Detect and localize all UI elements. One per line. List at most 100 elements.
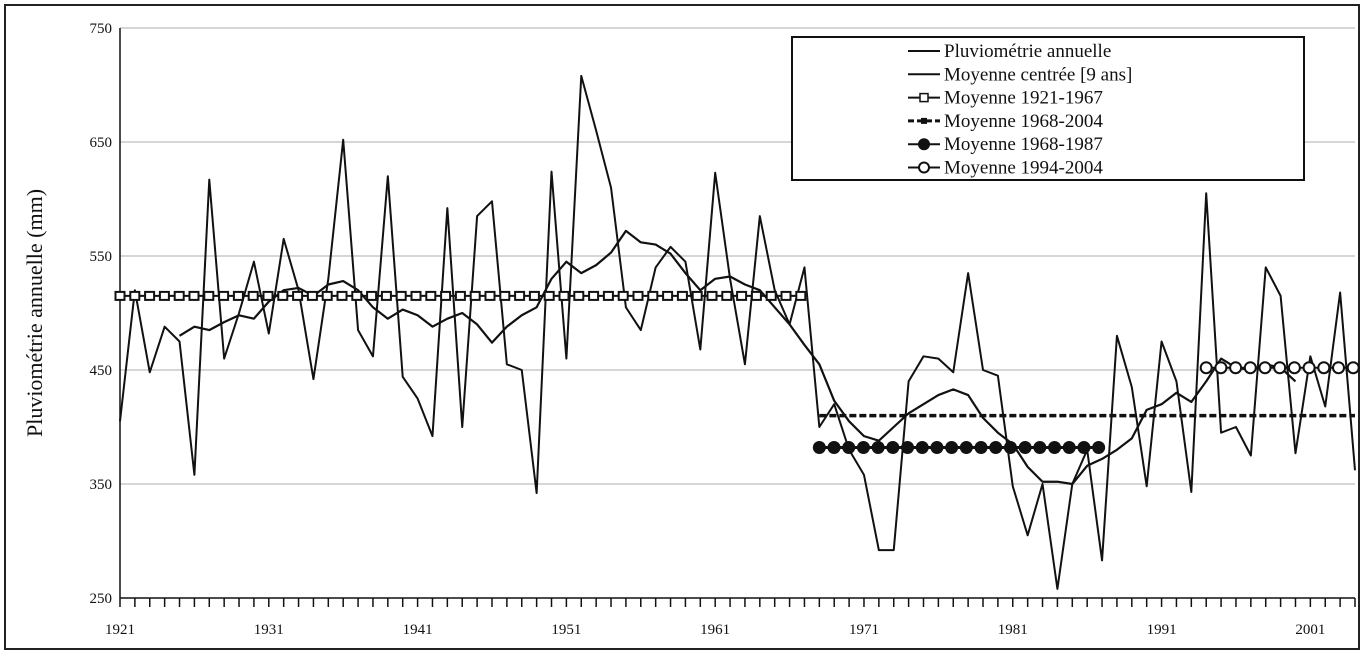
marker-mean-1968-1987 [1062,441,1076,455]
marker-mean-1921-1967 [632,290,644,301]
marker-mean-1921-1967 [395,290,407,301]
marker-mean-1921-1967 [454,290,466,301]
marker-mean-1994-2004 [1332,361,1346,375]
marker-mean-1994-2004 [1273,361,1287,375]
marker-mean-1994-2004 [1199,361,1213,375]
marker-mean-1921-1967 [617,290,629,301]
marker-mean-1921-1967 [469,290,481,301]
legend-box [791,36,1305,181]
marker-mean-1921-1967 [691,290,703,301]
marker-mean-1968-1987 [871,441,885,455]
marker-mean-1921-1967 [218,290,230,301]
legend-entry-label: Moyenne 1994-2004 [944,158,1103,179]
marker-mean-1968-1987 [974,441,988,455]
marker-mean-1968-1987 [1003,441,1017,455]
marker-mean-1968-1987 [812,441,826,455]
x-tick-label: 1931 [254,622,284,638]
marker-mean-1921-1967 [410,290,422,301]
marker-mean-1968-1987 [915,441,929,455]
marker-mean-1968-1987 [842,441,856,455]
marker-mean-1921-1967 [366,290,378,301]
marker-mean-1921-1967 [602,290,614,301]
marker-mean-1921-1967 [144,290,156,301]
marker-mean-1921-1967 [588,290,600,301]
x-tick-label: 2001 [1295,622,1325,638]
x-tick-label: 1971 [849,622,879,638]
y-tick-label: 650 [90,135,113,151]
series-line-moving-average [178,229,1297,486]
marker-mean-1921-1967 [173,290,185,301]
marker-mean-1921-1967 [706,290,718,301]
marker-mean-1968-1987 [1018,441,1032,455]
marker-mean-1968-1987 [1048,441,1062,455]
x-tick-label: 1961 [700,622,730,638]
x-tick-labels: 1921 1931 1941 1951 1961 1971 1981 1991 2001 [105,622,1325,638]
marker-mean-1968-1987 [959,441,973,455]
marker-mean-1921-1967 [736,290,748,301]
marker-mean-1921-1967 [262,290,274,301]
marker-mean-1921-1967 [114,290,126,301]
marker-mean-1921-1967 [188,290,200,301]
marker-mean-1968-1987 [1092,441,1106,455]
legend-entry-label: Moyenne centrée [9 ans] [944,64,1132,85]
y-tick-label: 250 [90,591,113,607]
axes [119,28,1356,607]
x-tick-label: 1921 [105,622,135,638]
marker-mean-1921-1967 [440,290,452,301]
marker-mean-1921-1967 [499,290,511,301]
legend-marker [918,138,930,151]
marker-mean-1921-1967 [573,290,585,301]
marker-mean-1921-1967 [647,290,659,301]
y-axis-label: Pluviométrie annuelle (mm) [22,189,47,437]
x-tick-label: 1991 [1147,622,1177,638]
marker-mean-1921-1967 [425,290,437,301]
legend-marker [921,117,927,124]
y-tick-label: 550 [90,249,113,265]
marker-mean-1994-2004 [1302,361,1316,375]
marker-mean-1921-1967 [321,290,333,301]
marker-mean-1921-1967 [543,290,555,301]
y-tick-label: 350 [90,477,113,493]
marker-mean-1921-1967 [247,290,259,301]
marker-mean-1968-1987 [1033,441,1047,455]
marker-mean-1921-1967 [662,290,674,301]
y-tick-label: 450 [90,363,113,379]
marker-mean-1994-2004 [1287,361,1301,375]
marker-mean-1921-1967 [780,290,792,301]
legend-entry-label: Pluviométrie annuelle [944,41,1111,62]
marker-mean-1921-1967 [203,290,215,301]
marker-mean-1994-2004 [1243,361,1257,375]
marker-mean-1921-1967 [232,290,244,301]
marker-mean-1968-1987 [856,441,870,455]
marker-mean-1921-1967 [721,290,733,301]
marker-mean-1921-1967 [277,290,289,301]
marker-mean-1968-1987 [930,441,944,455]
marker-mean-1921-1967 [292,290,304,301]
gridlines [120,27,1355,485]
marker-mean-1921-1967 [528,290,540,301]
marker-mean-1921-1967 [795,290,807,301]
marker-mean-1968-1987 [945,441,959,455]
marker-mean-1994-2004 [1258,361,1272,375]
series-group [114,74,1360,590]
marker-mean-1968-1987 [1077,441,1091,455]
marker-mean-1921-1967 [351,290,363,301]
marker-mean-1921-1967 [765,290,777,301]
marker-mean-1921-1967 [380,290,392,301]
legend-marker [918,161,930,174]
legend-entry-label: Moyenne 1968-2004 [944,111,1103,132]
legend-entry-label: Moyenne 1921-1967 [944,88,1103,109]
marker-mean-1921-1967 [750,290,762,301]
marker-mean-1921-1967 [129,290,141,301]
marker-mean-1968-1987 [901,441,915,455]
marker-mean-1921-1967 [306,290,318,301]
legend-entry-label: Moyenne 1968-1987 [944,134,1103,155]
marker-mean-1968-1987 [886,441,900,455]
marker-mean-1921-1967 [514,290,526,301]
marker-mean-1994-2004 [1229,361,1243,375]
marker-mean-1994-2004 [1317,361,1331,375]
marker-mean-1921-1967 [484,290,496,301]
marker-mean-1921-1967 [158,290,170,301]
